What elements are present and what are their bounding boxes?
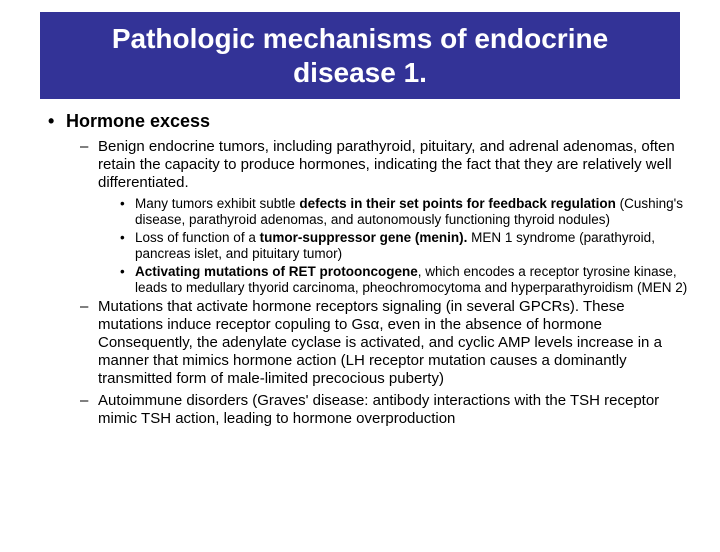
bullet-l2-receptor-mutations: Mutations that activate hormone receptor… bbox=[80, 298, 690, 388]
slide-title: Pathologic mechanisms of endocrine disea… bbox=[40, 12, 680, 99]
text-pre: Many tumors exhibit subtle bbox=[135, 196, 299, 211]
bullet-l3-set-point-defects: Many tumors exhibit subtle defects in th… bbox=[120, 196, 690, 228]
text-bold: tumor-suppressor gene (menin). bbox=[260, 230, 468, 245]
text-bold: Activating mutations of RET protooncogen… bbox=[135, 264, 418, 279]
bullet-l3-ret-protooncogene: Activating mutations of RET protooncogen… bbox=[120, 264, 690, 296]
text-bold: defects in their set points for feedback… bbox=[299, 196, 616, 211]
slide-content: Hormone excess Benign endocrine tumors, … bbox=[0, 111, 720, 428]
text-pre: Loss of function of a bbox=[135, 230, 260, 245]
bullet-l2-autoimmune: Autoimmune disorders (Graves' disease: a… bbox=[80, 392, 690, 428]
bullet-l1-hormone-excess: Hormone excess bbox=[48, 111, 690, 132]
bullet-l2-benign-tumors: Benign endocrine tumors, including parat… bbox=[80, 138, 690, 192]
bullet-l3-tumor-suppressor: Loss of function of a tumor-suppressor g… bbox=[120, 230, 690, 262]
